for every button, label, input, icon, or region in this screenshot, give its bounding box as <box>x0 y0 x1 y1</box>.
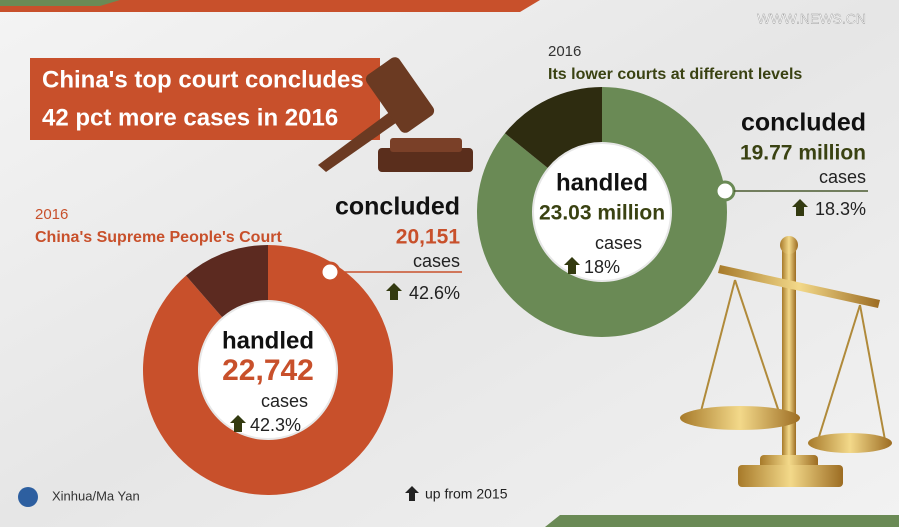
gavel-icon <box>318 57 473 172</box>
donut-hole <box>200 302 336 438</box>
handled-unit: cases <box>261 391 308 411</box>
up-arrow <box>792 199 808 216</box>
legend-arrow <box>405 486 419 501</box>
handled-value: 22,742 <box>222 354 314 387</box>
concluded-label: concluded <box>741 109 866 137</box>
concluded-value: 19.77 million <box>740 142 866 165</box>
scales-icon <box>680 236 892 487</box>
top-strip-accent <box>0 0 120 6</box>
concluded-unit: cases <box>819 167 866 187</box>
up-arrow <box>230 415 246 432</box>
concluded-growth: 18.3% <box>815 199 866 219</box>
lower-name: Its lower courts at different levels <box>548 66 802 83</box>
handled-growth: 42.3% <box>250 415 301 435</box>
handled-label: handled <box>222 327 314 354</box>
top-strip <box>0 0 540 12</box>
credit-text: Xinhua/Ma Yan <box>52 488 140 503</box>
unconcluded-arc <box>504 87 602 168</box>
lower-year: 2016 <box>548 43 581 60</box>
donuts <box>143 87 728 495</box>
bottom-strip <box>545 515 899 527</box>
concluded-arc <box>477 87 728 338</box>
title-box <box>30 58 380 140</box>
unconcluded-arc <box>185 245 268 318</box>
concluded-unit: cases <box>413 251 460 271</box>
connector-dot <box>319 261 341 283</box>
up-arrow <box>564 257 580 274</box>
concluded-growth: 42.6% <box>409 283 460 303</box>
handled-growth: 18% <box>584 257 620 277</box>
concluded-value: 20,151 <box>396 226 461 249</box>
concluded-arc <box>143 245 394 495</box>
up-arrow <box>386 283 402 300</box>
legend-text: up from 2015 <box>425 486 508 502</box>
title-line: 42 pct more cases in 2016 <box>42 104 338 131</box>
concluded-label: concluded <box>335 193 460 221</box>
supreme-year: 2016 <box>35 206 68 223</box>
credit: Xinhua/Ma Yan <box>18 487 140 507</box>
donut-hole <box>534 144 670 280</box>
source: WWW.NEWS.CN <box>757 11 866 27</box>
supreme-name: China's Supreme People's Court <box>35 229 282 246</box>
handled-unit: cases <box>595 233 642 253</box>
handled-label: handled <box>556 169 648 196</box>
handled-value: 23.03 million <box>539 202 665 225</box>
title-line: China's top court concludes <box>42 66 364 93</box>
connector-dot <box>714 180 736 202</box>
